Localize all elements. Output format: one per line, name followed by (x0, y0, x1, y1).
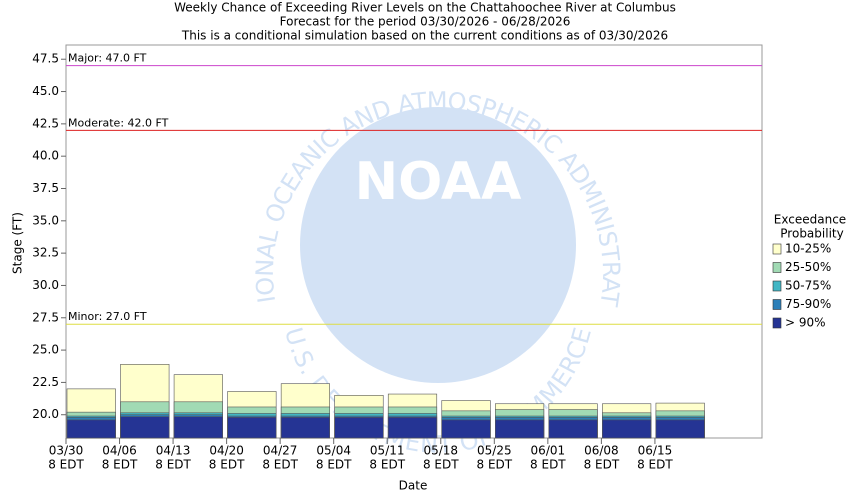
x-tick-label: 06/15 (638, 444, 673, 458)
threshold-label: Major: 47.0 FT (68, 52, 147, 65)
x-tick-sublabel: 8 EDT (423, 458, 459, 472)
y-tick-label: 35.0 (32, 213, 59, 227)
y-tick-label: 25.0 (32, 343, 59, 357)
legend-swatch (772, 280, 782, 292)
legend-label: 75-90% (785, 297, 831, 311)
x-tick-sublabel: 8 EDT (584, 458, 620, 472)
y-tick-label: 42.5 (32, 116, 59, 130)
y-tick-label: 30.0 (32, 278, 59, 292)
bar (173, 416, 223, 439)
watermark-disc (300, 107, 576, 383)
x-tick-label: 05/25 (477, 444, 512, 458)
legend-title: Probability (780, 227, 843, 241)
legend-swatch (772, 243, 782, 255)
x-tick-label: 06/01 (531, 444, 566, 458)
legend-label: 25-50% (785, 260, 831, 274)
threshold-label: Minor: 27.0 FT (68, 310, 147, 323)
x-tick-label: 05/18 (423, 444, 458, 458)
bar (334, 417, 384, 439)
y-tick-label: 20.0 (32, 407, 59, 421)
watermark-logo: NOAA (355, 152, 522, 212)
y-tick-label: 40.0 (32, 149, 59, 163)
legend-swatch (772, 262, 782, 273)
bar (655, 419, 705, 439)
x-tick-label: 04/13 (156, 444, 191, 458)
title-line: Weekly Chance of Exceeding River Levels … (174, 1, 676, 15)
x-tick-label: 03/30 (49, 444, 84, 458)
x-tick-sublabel: 8 EDT (209, 458, 245, 472)
legend-swatch (772, 317, 782, 329)
x-tick-label: 04/20 (209, 444, 244, 458)
x-tick-sublabel: 8 EDT (155, 458, 191, 472)
title-line: Forecast for the period 03/30/2026 - 06/… (280, 15, 571, 29)
x-axis-label: Date (399, 479, 428, 493)
x-tick-label: 06/08 (584, 444, 619, 458)
legend-swatch (772, 299, 782, 310)
y-tick-label: 32.5 (32, 246, 59, 260)
x-tick-label: 05/04 (316, 444, 351, 458)
bar (66, 419, 116, 439)
y-tick-label: 27.5 (32, 310, 59, 324)
plot-area (65, 44, 763, 439)
bar (227, 417, 277, 439)
bar (495, 419, 545, 439)
bar (120, 416, 170, 439)
x-tick-sublabel: 8 EDT (530, 458, 566, 472)
legend-label: 50-75% (785, 279, 831, 293)
x-tick-sublabel: 8 EDT (637, 458, 673, 472)
y-tick-label: 22.5 (32, 375, 59, 389)
x-tick-sublabel: 8 EDT (369, 458, 405, 472)
legend-label: > 90% (785, 316, 826, 330)
bar (387, 417, 438, 439)
y-tick-label: 37.5 (32, 181, 59, 195)
watermark-ring (265, 67, 611, 413)
y-tick-label: 45.0 (32, 84, 59, 98)
x-tick-label: 04/27 (263, 444, 298, 458)
x-tick-sublabel: 8 EDT (48, 458, 84, 472)
title-line: This is a conditional simulation based o… (181, 29, 668, 43)
legend-label: 10-25% (785, 242, 831, 256)
y-axis-label: Stage (FT) (11, 212, 25, 274)
x-tick-label: 05/11 (370, 444, 405, 458)
bar (548, 419, 598, 439)
x-tick-sublabel: 8 EDT (316, 458, 352, 472)
x-tick-sublabel: 8 EDT (102, 458, 138, 472)
x-tick-sublabel: 8 EDT (262, 458, 298, 472)
threshold-label: Moderate: 42.0 FT (68, 116, 169, 129)
legend-title: Exceedance (774, 213, 846, 227)
bar (602, 419, 652, 439)
x-tick-label: 04/06 (102, 444, 137, 458)
x-tick-sublabel: 8 EDT (477, 458, 513, 472)
bar (441, 419, 491, 439)
bar (280, 417, 330, 439)
y-tick-label: 47.5 (32, 52, 59, 66)
